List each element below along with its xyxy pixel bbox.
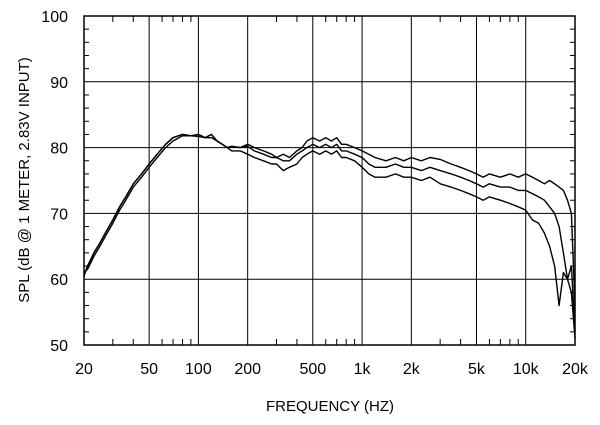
x-tick-label: 20k (562, 361, 589, 378)
x-tick-label: 20 (75, 361, 93, 378)
x-tick-label: 50 (140, 361, 158, 378)
y-tick-label: 70 (50, 206, 68, 223)
x-tick-label: 10k (513, 361, 540, 378)
x-tick-label: 500 (299, 361, 326, 378)
x-tick-label: 5k (468, 361, 486, 378)
series-line-2 (83, 133, 576, 332)
series-layer (83, 133, 576, 339)
y-tick-label: 90 (50, 75, 68, 92)
x-tick-label: 2k (403, 361, 421, 378)
x-axis-label: FREQUENCY (HZ) (266, 398, 394, 415)
y-tick-label: 50 (50, 338, 68, 355)
y-tick-label: 100 (41, 9, 68, 26)
x-tick-label: 100 (185, 361, 212, 378)
series-line-1 (83, 133, 576, 306)
x-tick-labels: 20 50 100 200 500 1k 2k 5k 10k 20k (75, 361, 589, 378)
y-tick-label: 80 (50, 141, 68, 158)
x-tick-label: 200 (234, 361, 261, 378)
series-line-3 (83, 135, 576, 339)
y-tick-labels: 50 60 70 80 90 100 (41, 9, 68, 355)
plot-frame (83, 15, 576, 346)
x-tick-label: 1k (354, 361, 372, 378)
y-tick-label: 60 (50, 272, 68, 289)
grid-layer (83, 15, 576, 346)
y-axis-label: SPL (dB @ 1 METER, 2.83V INPUT) (16, 57, 33, 303)
